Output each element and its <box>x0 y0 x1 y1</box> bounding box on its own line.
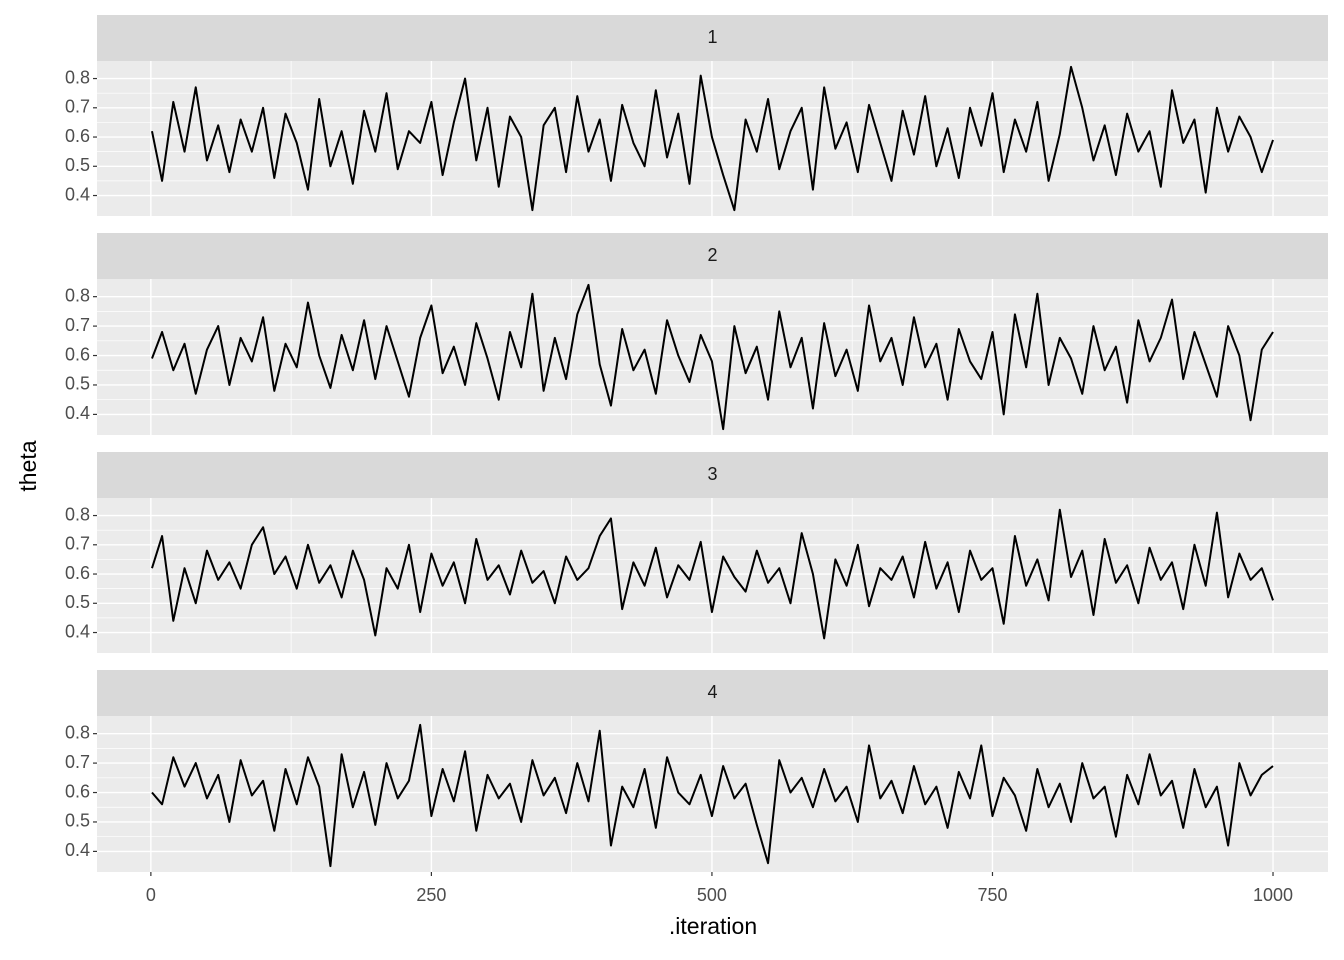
x-tick-label: 750 <box>977 885 1007 905</box>
trace-line <box>151 508 1274 640</box>
y-tick-label: 0.8 <box>65 285 90 305</box>
y-tick-label: 0.4 <box>65 621 90 641</box>
y-axis-title: theta <box>15 440 41 491</box>
y-tick-label: 0.7 <box>65 97 90 117</box>
y-tick-label: 0.5 <box>65 155 90 175</box>
y-tick-label: 0.8 <box>65 504 90 524</box>
y-tick-label: 0.4 <box>65 184 90 204</box>
x-tick-label: 250 <box>416 885 446 905</box>
y-tick-label: 0.5 <box>65 811 90 831</box>
facet-strip <box>97 233 1328 279</box>
facet-label: 1 <box>707 27 717 47</box>
y-tick-label: 0.6 <box>65 563 90 583</box>
y-tick-label: 0.4 <box>65 840 90 860</box>
y-tick-label: 0.8 <box>65 67 90 87</box>
y-tick-label: 0.5 <box>65 592 90 612</box>
y-tick-label: 0.7 <box>65 752 90 772</box>
y-tick-label: 0.8 <box>65 722 90 742</box>
y-tick-label: 0.6 <box>65 344 90 364</box>
y-tick-label: 0.6 <box>65 126 90 146</box>
x-axis-title: .iteration <box>669 913 757 939</box>
x-tick-label: 0 <box>146 885 156 905</box>
x-tick-label: 1000 <box>1253 885 1293 905</box>
facet-label: 3 <box>707 464 717 484</box>
facet-strip <box>97 670 1328 716</box>
y-tick-label: 0.7 <box>65 534 90 554</box>
x-tick-label: 500 <box>697 885 727 905</box>
facet-strip <box>97 452 1328 498</box>
y-tick-label: 0.6 <box>65 781 90 801</box>
facet-label: 4 <box>707 682 717 702</box>
y-tick-label: 0.7 <box>65 315 90 335</box>
trace-line <box>151 723 1274 868</box>
trace-line <box>151 283 1274 431</box>
trace-line <box>151 65 1274 212</box>
facet-label: 2 <box>707 245 717 265</box>
facet-strip <box>97 15 1328 61</box>
y-tick-label: 0.4 <box>65 403 90 423</box>
y-tick-label: 0.5 <box>65 374 90 394</box>
